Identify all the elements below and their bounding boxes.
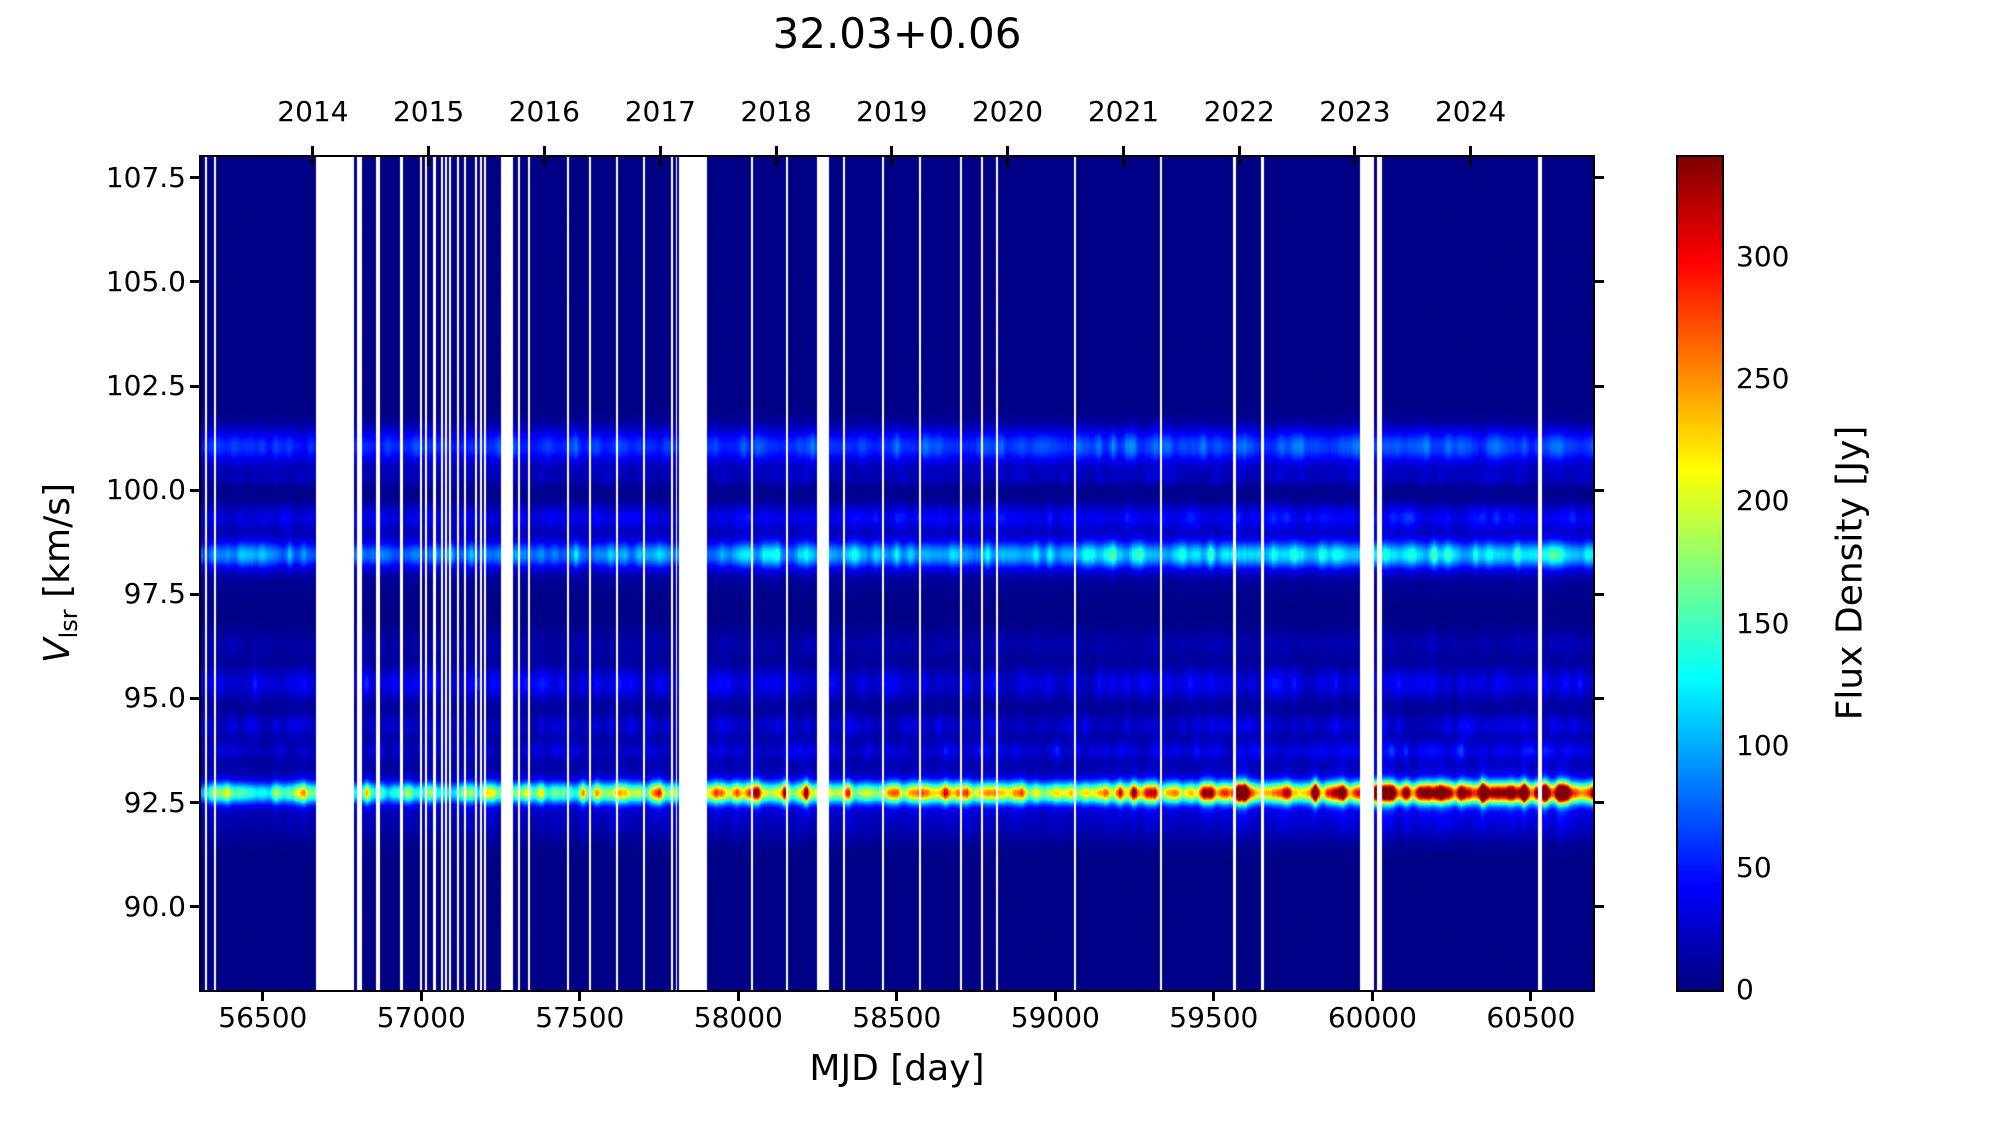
y-tick-label: 95.0 — [123, 681, 186, 715]
x-tick-label: 58500 — [852, 1001, 942, 1034]
x-tick — [895, 990, 899, 1001]
colorbar-tick-label: 250 — [1736, 362, 1790, 396]
colorbar-tick-label: 0 — [1736, 973, 1754, 1006]
x-tick — [1529, 990, 1533, 1001]
y-axis-label: Vlsr [km/s] — [37, 483, 83, 663]
colorbar-tick-label: 100 — [1736, 728, 1790, 762]
top-tick-label: 2019 — [856, 95, 928, 128]
top-tick-label: 2016 — [508, 95, 580, 128]
x-tick-label: 59000 — [1010, 1001, 1100, 1034]
top-tick — [1005, 146, 1009, 166]
top-tick — [1237, 146, 1241, 166]
y-tick-right — [1593, 801, 1604, 805]
x-tick-label: 57000 — [376, 1001, 466, 1034]
y-tick-label: 100.0 — [105, 473, 186, 507]
heatmap-canvas — [201, 157, 1593, 990]
y-tick-right — [1593, 176, 1604, 180]
top-tick-label: 2017 — [624, 95, 696, 128]
colorbar-tick-label: 50 — [1736, 850, 1772, 884]
plot-title: 32.03+0.06 — [772, 9, 1022, 58]
y-tick-right — [1593, 384, 1604, 388]
top-tick-label: 2021 — [1087, 95, 1160, 128]
colorbar-tick-label: 150 — [1736, 606, 1790, 640]
top-tick-label: 2015 — [392, 95, 465, 128]
top-tick — [774, 146, 778, 166]
y-tick-label: 107.5 — [105, 160, 186, 194]
y-tick-right — [1593, 488, 1604, 492]
y-tick-right — [1593, 696, 1604, 700]
top-tick — [1469, 146, 1473, 166]
y-tick-label: 92.5 — [123, 785, 186, 819]
y-tick-label: 102.5 — [105, 369, 186, 403]
colorbar-tick-label: 300 — [1736, 240, 1790, 274]
colorbar-canvas — [1678, 157, 1722, 990]
y-tick — [190, 801, 201, 805]
top-tick — [890, 146, 894, 166]
x-tick-label: 59500 — [1169, 1001, 1259, 1034]
top-tick-label: 2018 — [740, 95, 812, 128]
x-tick — [578, 990, 582, 1001]
y-axis-label-symbol: V — [36, 638, 78, 664]
top-tick — [542, 146, 546, 166]
x-tick — [736, 990, 740, 1001]
x-tick-label: 57500 — [535, 1001, 625, 1034]
top-tick-label: 2022 — [1203, 95, 1275, 128]
x-tick-label: 58000 — [693, 1001, 783, 1034]
top-tick-label: 2024 — [1434, 95, 1507, 128]
top-tick — [427, 146, 431, 166]
y-tick — [190, 488, 201, 492]
y-tick-label: 90.0 — [123, 889, 186, 923]
y-axis-label-subscript: lsr — [55, 609, 84, 639]
top-tick-label: 2020 — [971, 95, 1044, 128]
x-tick — [1370, 990, 1374, 1001]
top-tick-label: 2014 — [277, 95, 349, 128]
top-tick — [1353, 146, 1357, 166]
y-tick-right — [1593, 592, 1604, 596]
y-tick-right — [1593, 905, 1604, 909]
x-tick-label: 60500 — [1486, 1001, 1576, 1034]
top-tick — [658, 146, 662, 166]
y-tick-right — [1593, 280, 1604, 284]
top-tick-label: 2023 — [1319, 95, 1391, 128]
top-tick — [311, 146, 315, 166]
x-tick-label: 56500 — [218, 1001, 308, 1034]
x-tick — [419, 990, 423, 1001]
top-tick — [1122, 146, 1125, 166]
y-tick — [190, 384, 201, 388]
y-tick — [190, 280, 201, 284]
x-tick-label: 60000 — [1327, 1001, 1417, 1034]
y-tick — [190, 696, 201, 700]
x-tick — [1053, 990, 1057, 1001]
y-axis-label-units: [km/s] — [36, 482, 78, 610]
x-tick — [1212, 990, 1216, 1001]
y-tick — [190, 176, 201, 180]
y-tick — [190, 592, 201, 596]
y-tick — [190, 905, 201, 909]
y-tick-label: 97.5 — [123, 577, 186, 611]
x-tick — [261, 990, 265, 1001]
colorbar-label: Flux Density [Jy] — [1829, 425, 1871, 721]
x-axis-label: MJD [day] — [809, 1048, 985, 1089]
colorbar-tick-label: 200 — [1736, 484, 1790, 518]
y-tick-label: 105.0 — [105, 264, 186, 298]
